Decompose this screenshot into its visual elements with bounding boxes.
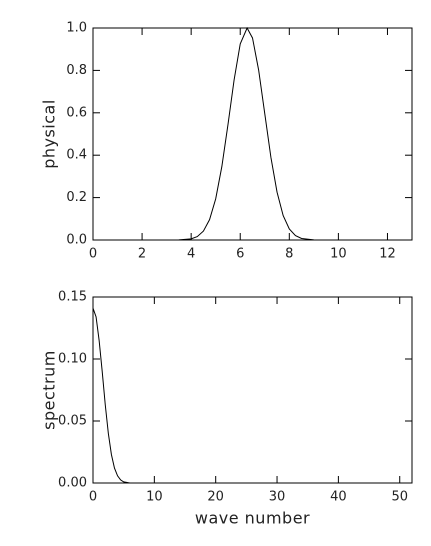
x-tick-label: 4 [187,247,195,262]
x-tick-label: 40 [330,490,347,505]
x-axis-title: wave number [195,509,310,528]
x-tick-label: 6 [236,247,244,262]
x-tick-label: 10 [146,490,163,505]
x-tick-label: 0 [89,490,97,505]
plot-frame [92,296,413,484]
y-axis-title: physical [40,99,59,169]
y-tick-label: 0.2 [66,190,87,205]
plot-frame [92,27,413,241]
x-tick-label: 10 [330,247,347,262]
data-line [93,26,402,241]
y-tick-label: 0.10 [58,352,87,367]
x-tick-label: 2 [138,247,146,262]
x-tick-label: 30 [269,490,286,505]
y-axis-title: spectrum [40,350,59,430]
y-tick-label: 0.00 [58,476,87,491]
y-tick-label: 0.6 [66,105,87,120]
y-tick-label: 1.0 [66,21,87,36]
y-tick-label: 0.4 [66,148,87,163]
y-tick-label: 0.05 [58,414,87,429]
x-tick-label: 0 [89,247,97,262]
x-tick-label: 20 [207,490,224,505]
y-tick-label: 0.8 [66,63,87,78]
x-tick-label: 12 [379,247,396,262]
data-line [92,307,406,484]
y-tick-label: 0.15 [58,290,87,305]
x-tick-label: 50 [391,490,408,505]
x-tick-label: 8 [285,247,293,262]
y-tick-label: 0.0 [66,233,87,248]
